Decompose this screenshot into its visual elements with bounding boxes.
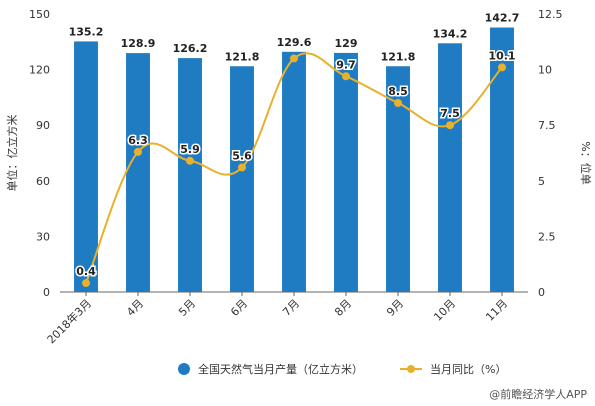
y2-tick-label: 7.5 (538, 119, 556, 132)
line-series (82, 52, 506, 288)
bar-value-label: 129.6 (277, 36, 312, 49)
y-axis-title: 单位：亿立方米 (5, 115, 19, 192)
x-tick-label: 8月 (332, 297, 354, 319)
legend: 全国天然气当月产量（亿立方米） 当月同比（%） (0, 361, 595, 381)
line-point (446, 121, 454, 130)
bar (126, 53, 150, 292)
y-tick-label: 90 (36, 119, 50, 132)
bar-value-label: 121.8 (225, 50, 260, 63)
line-point (134, 147, 142, 156)
y2-tick-label: 0 (538, 286, 545, 299)
x-tick-label: 9月 (384, 297, 406, 319)
line-point (394, 98, 402, 107)
line-value-label: 9.7 (336, 58, 356, 71)
line-point (238, 163, 246, 172)
line-value-label: 5.6 (232, 149, 252, 162)
bar (386, 66, 410, 292)
line-point (342, 72, 350, 81)
y2-tick-label: 12.5 (538, 8, 563, 21)
y2-tick-label: 10 (538, 64, 552, 77)
bar-value-label: 121.8 (381, 50, 416, 63)
bar (282, 51, 306, 292)
x-tick-label: 10月 (431, 297, 458, 324)
legend-bar-label: 全国天然气当月产量（亿立方米） (198, 363, 363, 376)
y2-tick-label: 2.5 (538, 230, 556, 243)
bar-value-label: 134.2 (433, 27, 468, 40)
line-point (290, 54, 298, 63)
bar (74, 41, 98, 292)
line-point (498, 63, 506, 72)
y-tick-label: 60 (36, 175, 50, 188)
line-value-label: 8.5 (388, 85, 408, 98)
line-value-label: 7.5 (440, 107, 460, 120)
line-value-label: 5.9 (180, 143, 200, 156)
x-tick-label: 7月 (280, 297, 302, 319)
bar-value-label: 128.9 (121, 37, 156, 50)
legend-item-line[interactable]: 当月同比（%） (400, 361, 506, 377)
line-point (82, 279, 90, 288)
legend-item-bar[interactable]: 全国天然气当月产量（亿立方米） (178, 361, 363, 377)
bar-value-label: 135.2 (69, 25, 104, 38)
bar (490, 27, 514, 293)
legend-bar-swatch-icon (178, 363, 190, 375)
y2-tick-label: 5 (538, 175, 545, 188)
bar (230, 66, 254, 292)
line-path (85, 52, 503, 284)
bar-series (74, 27, 514, 293)
y-tick-label: 120 (29, 64, 50, 77)
line-value-label: 6.3 (128, 134, 148, 147)
watermark: @前瞻经济学人APP (489, 388, 587, 401)
bar-value-label: 126.2 (173, 42, 208, 55)
line-value-label: 0.4 (76, 265, 96, 278)
x-tick-label: 2018年3月 (44, 296, 94, 346)
y-tick-label: 150 (29, 8, 50, 21)
line-value-label: 10.1 (488, 49, 515, 62)
x-tick-label: 11月 (483, 297, 510, 324)
bar (438, 43, 462, 292)
bar (178, 58, 202, 293)
bar-value-label: 142.7 (485, 12, 520, 25)
y2-axis-title: %：位单 (579, 141, 593, 184)
legend-line-label: 当月同比（%） (430, 363, 507, 376)
y-tick-label: 0 (43, 286, 50, 299)
bar-value-label: 129 (335, 37, 358, 50)
x-tick-label: 4月 (124, 297, 146, 319)
x-tick-label: 5月 (176, 297, 198, 319)
line-point (186, 156, 194, 165)
bar (334, 52, 358, 292)
x-tick-label: 6月 (228, 297, 250, 319)
legend-line-swatch-icon (400, 363, 422, 375)
y-tick-label: 30 (36, 230, 50, 243)
data-labels: 135.2 128.9 126.2 121.8 129.6 129 121.8 134.2 14… (69, 12, 520, 280)
